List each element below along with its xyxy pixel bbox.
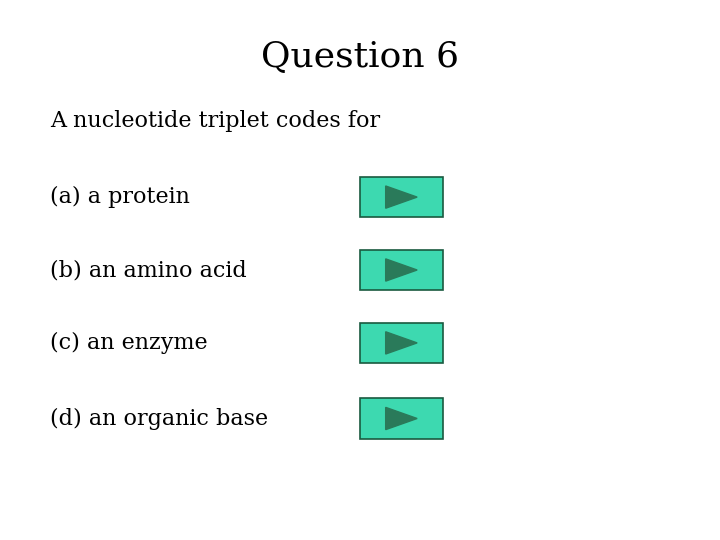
Polygon shape — [386, 407, 417, 430]
Polygon shape — [386, 332, 417, 354]
Text: (c) an enzyme: (c) an enzyme — [50, 332, 208, 354]
Bar — [360, 177, 443, 217]
Text: (d) an organic base: (d) an organic base — [50, 408, 269, 429]
Bar — [360, 249, 443, 291]
Text: (b) an amino acid: (b) an amino acid — [50, 259, 247, 281]
Bar — [360, 322, 443, 363]
Bar — [360, 399, 443, 438]
Text: Question 6: Question 6 — [261, 40, 459, 73]
Text: (a) a protein: (a) a protein — [50, 186, 190, 208]
Polygon shape — [386, 186, 417, 208]
Text: A nucleotide triplet codes for: A nucleotide triplet codes for — [50, 111, 381, 132]
Polygon shape — [386, 259, 417, 281]
